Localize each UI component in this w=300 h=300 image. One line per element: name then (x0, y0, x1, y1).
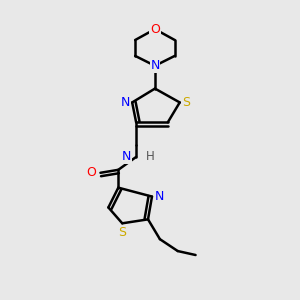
Text: O: O (150, 22, 160, 36)
Text: N: N (121, 96, 130, 109)
Text: N: N (122, 150, 131, 164)
Text: S: S (118, 226, 126, 239)
Text: O: O (87, 166, 97, 179)
Text: N: N (150, 59, 160, 72)
Text: N: N (155, 190, 164, 203)
Text: H: H (146, 150, 155, 164)
Text: S: S (182, 96, 190, 109)
